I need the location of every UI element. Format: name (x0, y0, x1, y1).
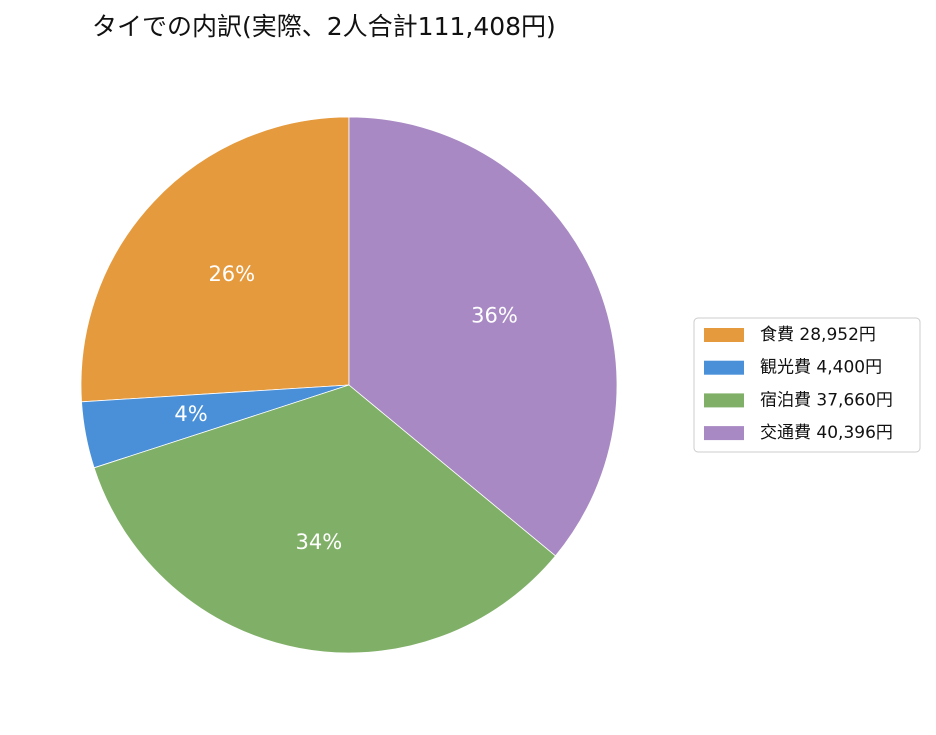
pie-slice (80, 116, 350, 403)
legend-label: 宿泊費 37,660円 (760, 390, 893, 410)
slice-label: 4% (174, 402, 207, 426)
slice-label: 36% (471, 304, 518, 328)
slice-label: 34% (296, 530, 343, 554)
slice-label: 26% (208, 262, 255, 286)
pie-slice (348, 116, 618, 557)
legend-label: 交通費 40,396円 (760, 423, 893, 443)
legend-label: 観光費 4,400円 (760, 358, 882, 378)
legend-swatch (704, 328, 744, 342)
legend-swatch (704, 393, 744, 408)
legend-box (693, 317, 921, 453)
pie-slice (93, 384, 557, 654)
legend-swatch (704, 426, 744, 441)
legend-label: 食費 28,952円 (760, 325, 876, 345)
chart-title: タイでの内訳(実際、2人合計111,408円) (92, 12, 556, 41)
legend-swatch (704, 360, 744, 375)
pie: 26% 4% 34% 36% (80, 116, 618, 654)
